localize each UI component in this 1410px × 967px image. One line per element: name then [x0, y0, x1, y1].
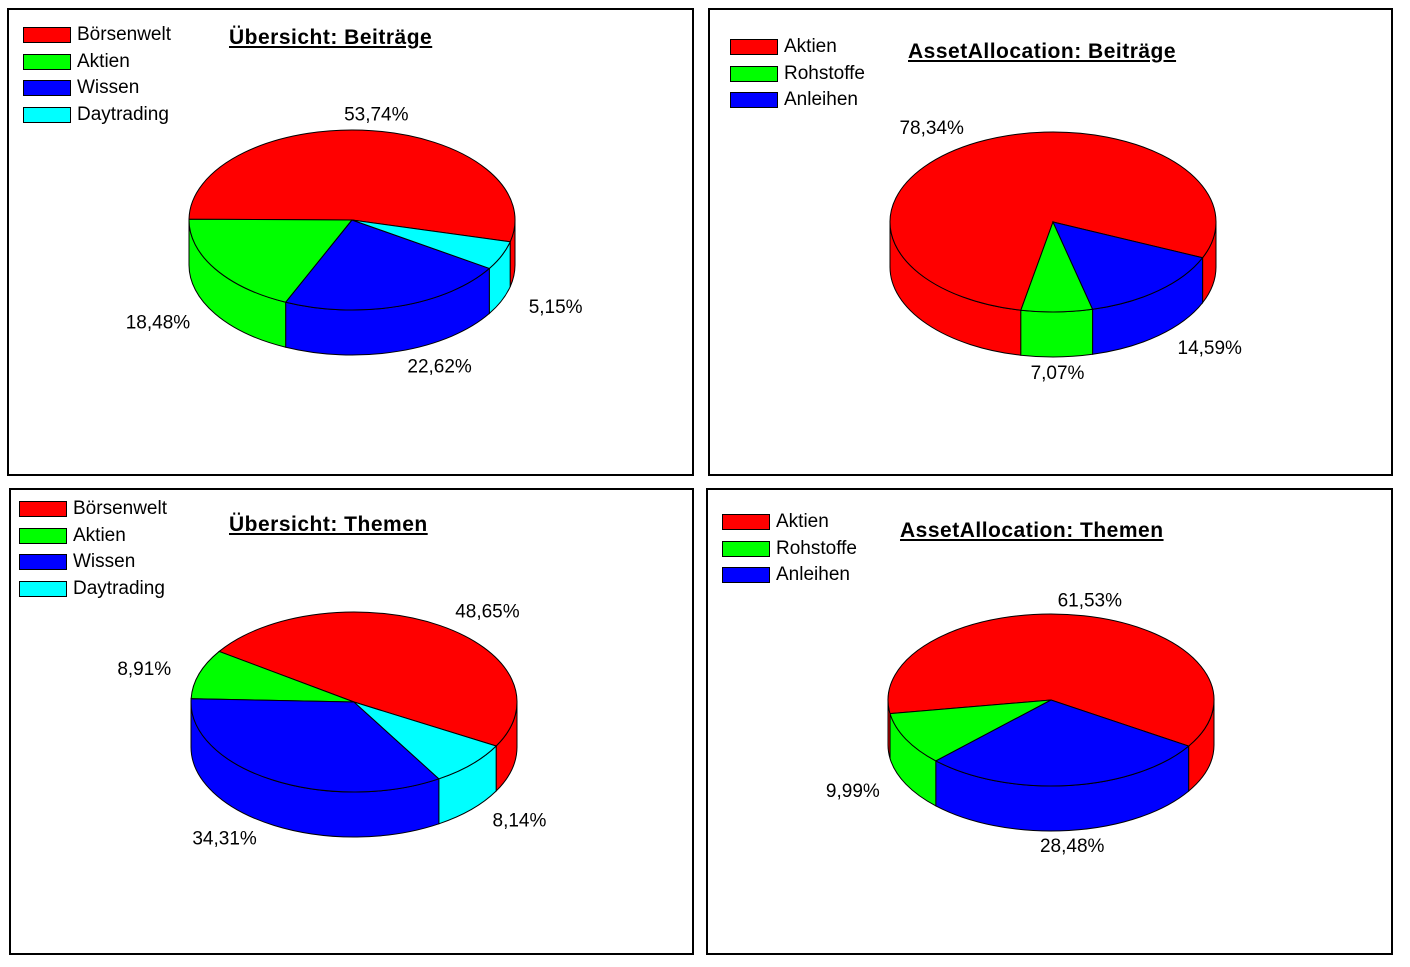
legend-item: Börsenwelt	[23, 22, 171, 49]
legend-item: Börsenwelt	[19, 496, 167, 523]
slice-data-label: 8,91%	[117, 659, 171, 680]
legend-item: Wissen	[19, 549, 167, 576]
legend-swatch	[722, 514, 770, 531]
legend-swatch	[19, 527, 67, 544]
legend-item: Anleihen	[722, 562, 857, 589]
legend-swatch	[730, 65, 778, 82]
legend-label: Rohstoffe	[784, 62, 865, 84]
legend-label: Daytrading	[73, 577, 165, 599]
legend-label: Aktien	[77, 50, 130, 72]
legend-label: Rohstoffe	[776, 537, 857, 559]
legend-swatch	[23, 80, 71, 97]
legend-swatch	[23, 53, 71, 70]
legend-label: Anleihen	[784, 89, 858, 111]
legend-label: Börsenwelt	[77, 24, 171, 46]
legend-item: Daytrading	[19, 576, 167, 603]
pie-slice	[218, 611, 518, 747]
legend-item: Rohstoffe	[722, 536, 857, 563]
pie-chart: 53,74% 18,48% 22,62% 5,15%	[126, 105, 583, 378]
slice-data-label: 22,62%	[407, 357, 472, 378]
legend-label: Wissen	[77, 77, 140, 99]
legend-item: Aktien	[722, 509, 857, 536]
pie-side-walls	[188, 219, 516, 356]
slice-data-label: 53,74%	[344, 105, 409, 126]
legend-swatch	[19, 580, 67, 597]
legend-item: Rohstoffe	[730, 61, 865, 88]
pie-slice	[284, 219, 491, 311]
pie-top-faces	[190, 611, 518, 793]
slice-data-label: 5,15%	[529, 297, 583, 318]
pie-slice	[1052, 221, 1204, 310]
legend-swatch	[722, 540, 770, 557]
pie-side-walls	[190, 701, 518, 838]
chart-legend: Börsenwelt Aktien Wissen Daytrading	[23, 22, 171, 128]
chart-title: Übersicht: Beiträge	[229, 26, 433, 49]
legend-label: Anleihen	[776, 564, 850, 586]
chart-panel-assetallocation-beitraege: 78,34% 7,07% 14,59% Aktien Rohstoffe Anlei…	[708, 8, 1393, 476]
pie-top-faces	[188, 129, 516, 311]
legend-item: Aktien	[730, 34, 865, 61]
chart-title: AssetAllocation: Beiträge	[908, 40, 1177, 63]
legend-swatch	[19, 501, 67, 518]
slice-data-label: 9,99%	[826, 781, 880, 802]
slice-data-label: 8,14%	[493, 811, 547, 832]
legend-swatch	[722, 567, 770, 584]
pie-slice	[889, 699, 1052, 762]
legend-swatch	[23, 106, 71, 123]
legend-label: Aktien	[784, 36, 837, 58]
pie-slice	[188, 129, 516, 243]
slice-data-label: 14,59%	[1178, 338, 1243, 359]
slice-data-label: 61,53%	[1058, 591, 1123, 612]
legend-label: Daytrading	[77, 103, 169, 125]
legend-item: Anleihen	[730, 87, 865, 114]
legend-label: Börsenwelt	[73, 498, 167, 520]
chart-legend: Aktien Rohstoffe Anleihen	[722, 509, 857, 589]
legend-swatch	[730, 39, 778, 56]
legend-item: Wissen	[23, 75, 171, 102]
legend-item: Aktien	[23, 49, 171, 76]
slice-data-label: 78,34%	[899, 118, 964, 139]
chart-panel-uebersicht-beitraege: 53,74% 18,48% 22,62% 5,15% Börsenwelt Aktie…	[7, 8, 694, 476]
pie-slice	[190, 698, 440, 793]
chart-title: AssetAllocation: Themen	[900, 519, 1164, 542]
pie-chart: 48,65% 8,91% 34,31% 8,14%	[117, 602, 547, 850]
slice-data-label: 18,48%	[126, 313, 191, 334]
slice-data-label: 28,48%	[1040, 836, 1105, 857]
pie-slice	[934, 699, 1190, 787]
pie-chart: 61,53% 9,99% 28,48%	[826, 591, 1215, 857]
chart-legend: Aktien Rohstoffe Anleihen	[730, 34, 865, 114]
legend-label: Aktien	[73, 524, 126, 546]
pie-slice	[351, 219, 511, 269]
slice-data-label: 34,31%	[192, 829, 257, 850]
legend-label: Wissen	[73, 551, 136, 573]
legend-item: Daytrading	[23, 102, 171, 129]
chart-panel-uebersicht-themen: 48,65% 8,91% 34,31% 8,14% Börsenwelt Aktien…	[9, 488, 694, 955]
pie-slice	[887, 613, 1215, 747]
legend-swatch	[730, 92, 778, 109]
pie-slice	[353, 701, 498, 780]
pie-top-faces	[887, 613, 1215, 787]
slice-data-label: 48,65%	[455, 602, 520, 623]
pie-chart: 78,34% 7,07% 14,59%	[889, 118, 1243, 384]
pie-top-faces	[889, 131, 1217, 313]
legend-swatch	[23, 27, 71, 44]
legend-swatch	[19, 554, 67, 571]
pie-slice	[190, 650, 355, 703]
legend-label: Aktien	[776, 511, 829, 533]
chart-legend: Börsenwelt Aktien Wissen Daytrading	[19, 496, 167, 602]
slice-data-label: 7,07%	[1031, 363, 1085, 384]
legend-item: Aktien	[19, 523, 167, 550]
chart-title: Übersicht: Themen	[229, 513, 428, 536]
chart-panel-assetallocation-themen: 61,53% 9,99% 28,48% Aktien Rohstoffe Anlei…	[706, 488, 1393, 955]
pie-side-wall	[1020, 308, 1094, 358]
pie-slice	[188, 218, 354, 303]
